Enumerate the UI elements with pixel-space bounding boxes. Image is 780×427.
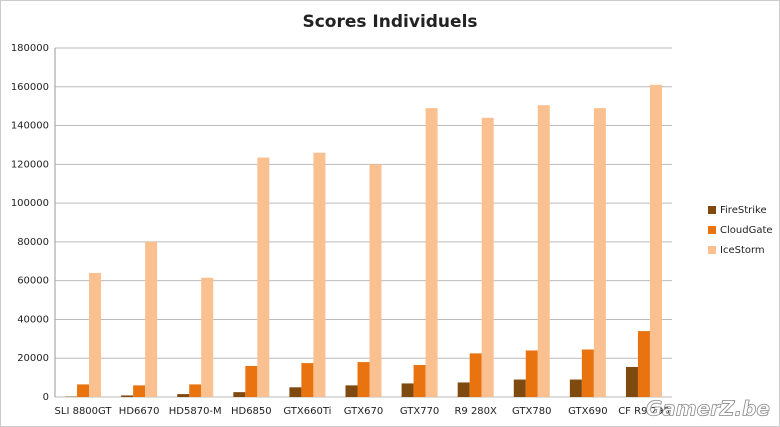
y-tick-label: 100000 (11, 198, 49, 209)
bar (625, 366, 638, 397)
bar (513, 379, 526, 397)
y-tick-label: 80000 (17, 237, 49, 248)
y-tick-label: 160000 (11, 82, 49, 93)
legend-swatch (708, 226, 716, 234)
x-tick-label: GTX770 (400, 406, 439, 417)
bar (593, 108, 606, 397)
x-tick-label: GTX780 (512, 406, 551, 417)
bar (569, 379, 582, 397)
watermark: GamerZ.be (646, 397, 770, 421)
bar (77, 384, 90, 397)
bar (469, 353, 482, 397)
legend-label: IceStorm (720, 245, 765, 256)
bar (537, 105, 550, 398)
y-tick-label: 140000 (11, 121, 49, 132)
bar (145, 241, 158, 397)
bar (649, 84, 662, 397)
bar (581, 349, 594, 397)
bar (413, 365, 426, 397)
bar (89, 272, 102, 397)
x-tick-label: HD5870-M (169, 406, 222, 417)
x-tick-label: HD6670 (119, 406, 160, 417)
bar (189, 384, 202, 397)
bar (201, 277, 214, 397)
bar (177, 394, 190, 397)
bar (289, 387, 302, 397)
y-tick-label: 20000 (17, 353, 49, 364)
bar (425, 108, 438, 397)
x-tick-label: CF R9 290 (618, 406, 670, 417)
x-tick-label: GTX690 (568, 406, 607, 417)
bar (245, 365, 258, 397)
x-tick-label: HD6850 (231, 406, 272, 417)
bar (457, 382, 470, 397)
bar (133, 385, 146, 397)
x-tick-label: SLI 8800GT (55, 406, 113, 417)
y-tick-label: 120000 (11, 159, 49, 170)
bar (357, 362, 370, 397)
bar (525, 350, 538, 397)
y-tick-label: 60000 (17, 276, 49, 287)
x-tick-label: GTX670 (344, 406, 383, 417)
y-tick-label: 40000 (17, 314, 49, 325)
legend-label: CloudGate (720, 225, 773, 236)
bar (233, 392, 246, 397)
chart-title: Scores Individuels (302, 12, 477, 32)
bar (637, 331, 650, 397)
bar (369, 164, 382, 397)
bar (481, 117, 494, 398)
bar (345, 385, 358, 397)
bar (301, 363, 314, 397)
bar (257, 157, 270, 397)
legend-label: FireStrike (720, 205, 767, 216)
legend-swatch (708, 246, 716, 254)
x-tick-label: GTX660Ti (283, 406, 331, 417)
bar (121, 395, 134, 397)
y-tick-label: 180000 (11, 43, 49, 54)
legend-swatch (708, 206, 716, 214)
bar (401, 383, 414, 397)
y-tick-label: 0 (43, 392, 49, 403)
x-tick-label: R9 280X (454, 406, 497, 417)
bar (313, 152, 326, 397)
